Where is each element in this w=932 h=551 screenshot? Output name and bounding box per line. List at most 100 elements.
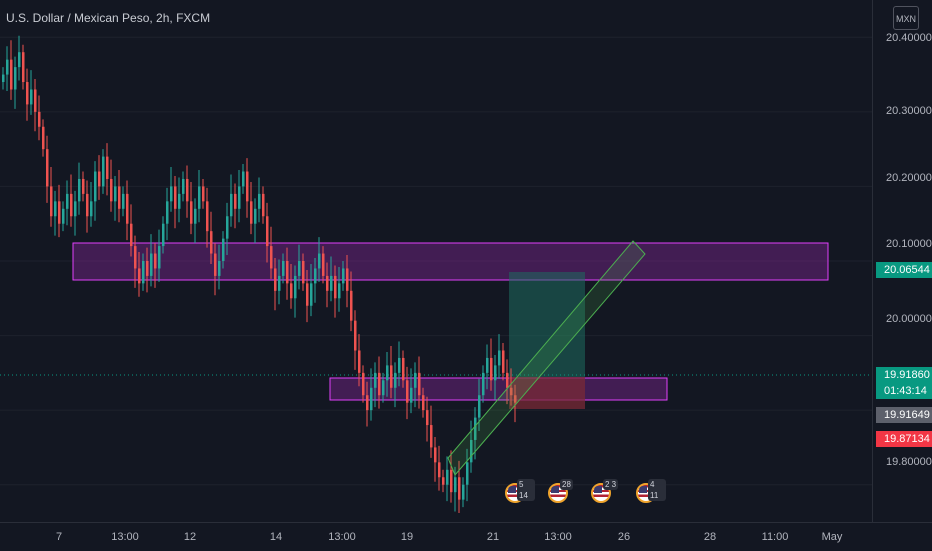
candle-body <box>474 417 477 440</box>
candle-body <box>490 357 493 381</box>
candle-body <box>494 365 497 381</box>
candle-body <box>210 231 213 254</box>
candle-body <box>466 462 469 485</box>
candle-body <box>326 275 329 291</box>
candle-body <box>130 223 133 247</box>
candle-body <box>266 216 269 247</box>
symbol-title[interactable]: U.S. Dollar / Mexican Peso, 2h, FXCM <box>6 11 211 25</box>
candle-body <box>370 387 373 411</box>
candle-body <box>510 387 513 396</box>
economic-event[interactable]: 28 <box>548 479 578 507</box>
candle-body <box>334 275 337 299</box>
candle-body <box>70 193 73 217</box>
candle-body <box>250 201 253 224</box>
candle-body <box>30 89 33 105</box>
candle-body <box>26 82 29 105</box>
candle-body <box>186 178 189 202</box>
candle-body <box>270 246 273 269</box>
candle-body <box>34 89 37 112</box>
candle-body <box>502 350 505 373</box>
economic-event[interactable]: 5 14 <box>505 479 535 507</box>
candle-body <box>338 283 341 299</box>
candle-body <box>410 387 413 403</box>
candle-body <box>22 52 25 83</box>
candle-body <box>278 275 281 291</box>
candle-body <box>78 178 81 202</box>
x-tick: 13:00 <box>328 531 356 543</box>
candle-body <box>298 261 301 276</box>
candle-body <box>54 201 57 217</box>
candle-body <box>222 238 225 261</box>
candle-body <box>438 462 441 478</box>
candle-body <box>162 223 165 247</box>
candle-body <box>226 216 229 239</box>
candle-body <box>98 171 101 187</box>
stop-loss-box <box>509 377 585 409</box>
candle-body <box>230 193 233 217</box>
price-tag-last: 19.91860 <box>876 367 932 383</box>
chart-pane[interactable]: U.S. Dollar / Mexican Peso, 2h, FXCM <box>0 0 872 522</box>
candle-body <box>102 156 105 187</box>
price-tag-countdown: 01:43:14 <box>876 383 932 399</box>
candle-body <box>446 469 449 485</box>
candle-body <box>306 283 309 306</box>
candle-body <box>38 111 41 127</box>
candle-body <box>18 52 21 68</box>
chart-grid <box>0 36 872 486</box>
candle-body <box>514 395 517 403</box>
candle-body <box>358 350 361 373</box>
event-count: 2 3 <box>603 479 619 490</box>
candle-body <box>234 193 237 209</box>
candle-body <box>294 275 297 299</box>
candle-body <box>414 372 417 388</box>
candle-body <box>286 261 289 284</box>
x-tick: 21 <box>486 531 500 543</box>
candle-body <box>378 372 381 396</box>
candle-body <box>470 439 473 463</box>
candle-body <box>342 268 345 284</box>
candle-body <box>138 268 141 284</box>
candle-body <box>362 372 365 396</box>
event-count: 5 14 <box>517 479 535 501</box>
candle-body <box>290 283 293 299</box>
x-tick: 26 <box>617 531 631 543</box>
economic-event[interactable]: 2 3 <box>591 479 621 507</box>
candle-body <box>198 186 201 209</box>
time-axis[interactable]: 7 13:00 12 14 13:00 19 21 13:00 26 28 11… <box>0 522 932 551</box>
candle-body <box>150 253 153 276</box>
price-scale[interactable] <box>872 0 932 522</box>
candle-body <box>258 193 261 209</box>
event-count: 28 <box>560 479 573 490</box>
candle-body <box>246 171 249 202</box>
candle-body <box>50 186 53 217</box>
currency-button[interactable]: MXN <box>893 6 919 30</box>
candle-body <box>262 193 265 217</box>
candle-body <box>58 201 61 224</box>
candle-body <box>254 208 257 224</box>
candle-body <box>126 193 129 224</box>
candle-body <box>74 201 77 217</box>
y-tick: 20.00000 <box>886 313 932 325</box>
economic-event[interactable]: 4 11 <box>636 479 666 507</box>
candle-body <box>506 372 509 388</box>
candle-body <box>114 186 117 202</box>
price-chart[interactable] <box>0 0 872 522</box>
candle-body <box>430 425 433 448</box>
candle-body <box>134 246 137 269</box>
candle-body <box>274 268 277 291</box>
candle-body <box>442 477 445 485</box>
candle-body <box>302 261 305 284</box>
y-tick: 20.10000 <box>886 238 932 250</box>
candle-body <box>498 350 501 366</box>
ascending-channel <box>447 240 646 476</box>
candle-body <box>182 178 185 194</box>
candle-body <box>166 201 169 224</box>
candle-body <box>122 193 125 209</box>
candle-body <box>154 253 157 269</box>
candle-body <box>406 380 409 403</box>
candle-body <box>118 186 121 209</box>
x-tick: 13:00 <box>544 531 572 543</box>
x-tick: 13:00 <box>111 531 139 543</box>
candle-body <box>178 193 181 209</box>
candle-body <box>194 208 197 224</box>
